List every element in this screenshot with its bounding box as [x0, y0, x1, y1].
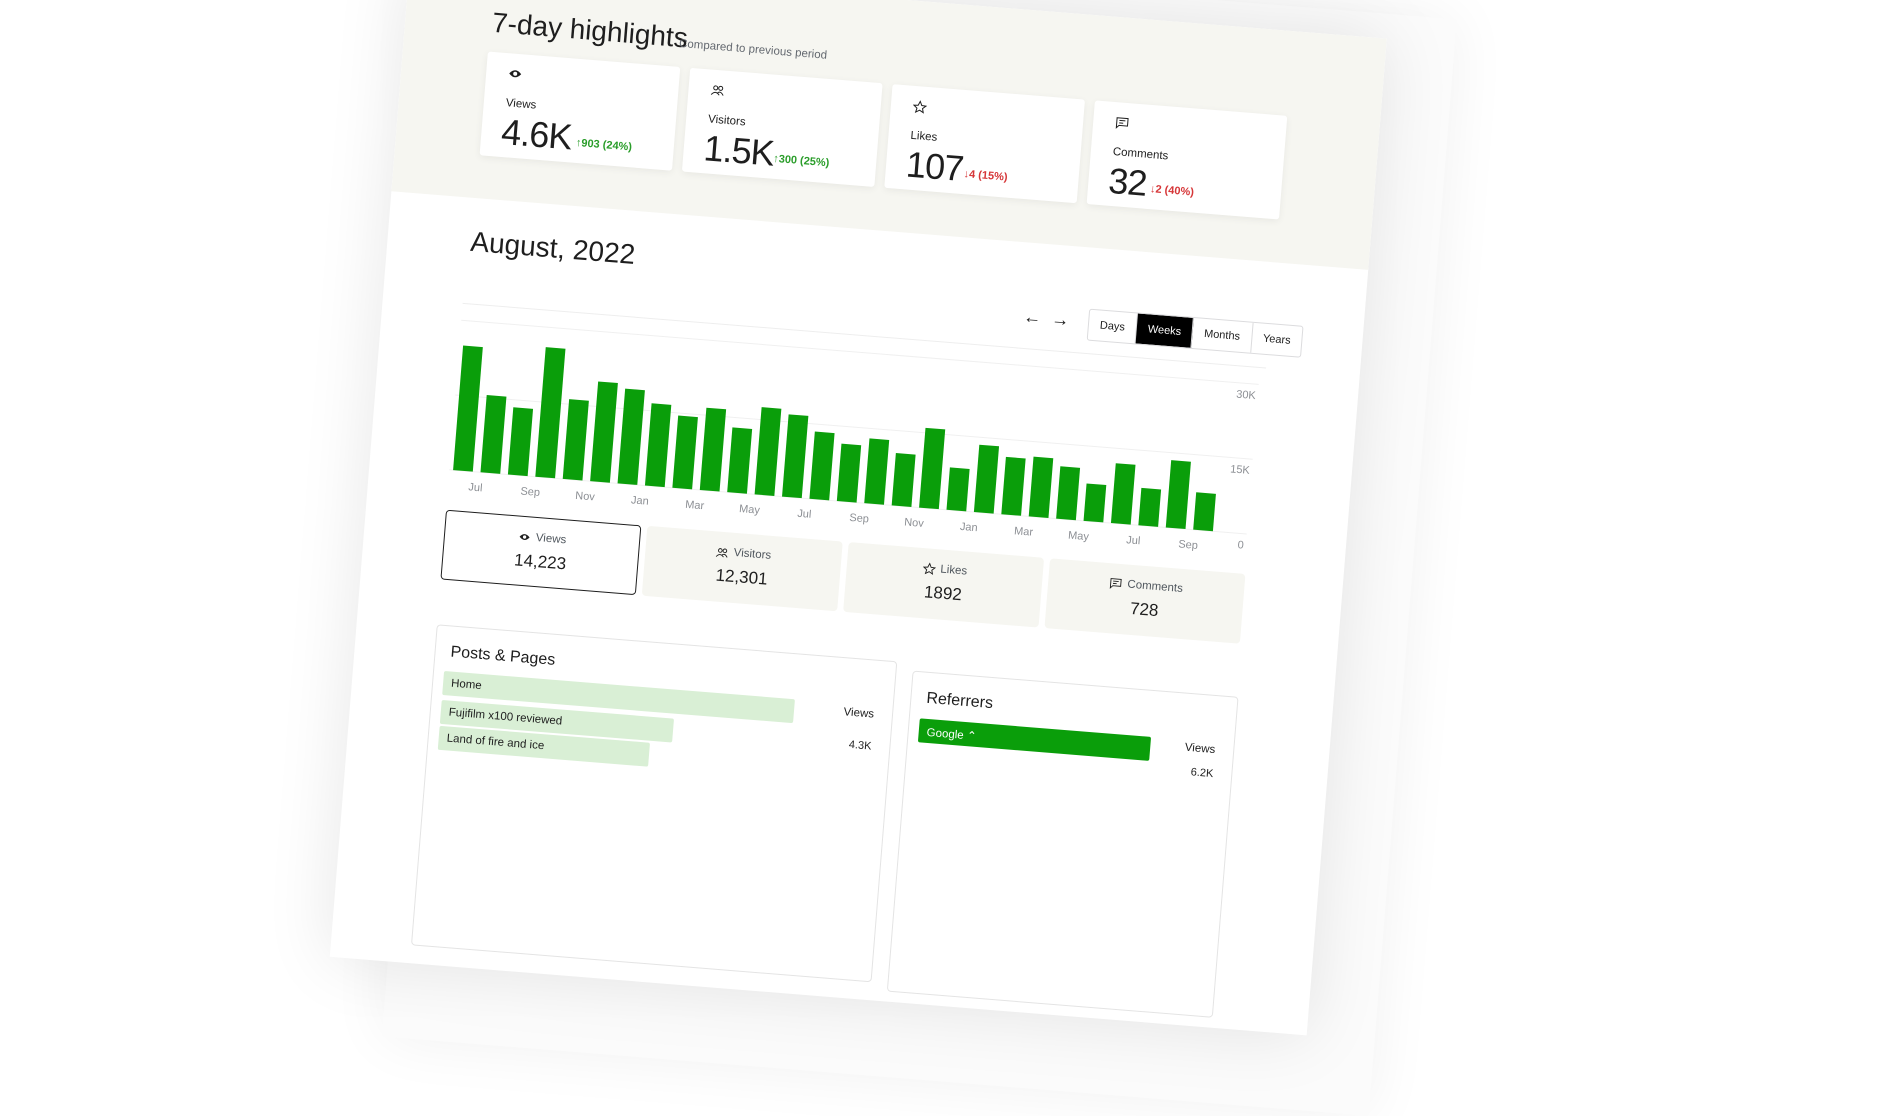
bar: [699, 407, 727, 492]
x-tick-label: May: [1068, 530, 1090, 544]
y-tick-label: 0: [1237, 539, 1244, 551]
total-tab[interactable]: Likes 1892: [843, 542, 1045, 628]
bar: [754, 407, 782, 496]
bar: [590, 381, 618, 483]
x-tick-label: Mar: [685, 499, 705, 513]
dashboard: 7-day highlights Compared to previous pe…: [329, 0, 1387, 1036]
bar: [453, 345, 483, 472]
posts-panel: Posts & Pages Views Home Fujifilm x100 r…: [410, 624, 898, 983]
people-icon: [716, 547, 728, 558]
x-tick-label: Nov: [575, 490, 596, 504]
bar: [1056, 466, 1081, 521]
eye-icon: [509, 70, 522, 78]
bar: [809, 431, 835, 501]
tab-label: Likes: [939, 563, 968, 578]
bar: [1165, 460, 1191, 530]
star-icon: [922, 562, 936, 575]
page: {"highlights": {"title": "7-day highligh…: [391, 0, 1387, 1018]
grid-line: [461, 319, 1259, 385]
x-tick-label: Jul: [1126, 534, 1141, 547]
x-tick-label: Jul: [468, 481, 483, 494]
people-icon: [710, 85, 724, 96]
total-tab[interactable]: Views 14,223: [440, 509, 642, 596]
posts-title: Posts & Pages: [449, 643, 556, 669]
tab-value: 14,223: [513, 550, 567, 574]
tab-label: Views: [535, 531, 567, 547]
bar: [919, 427, 946, 510]
y-tick-label: 30K: [1236, 389, 1257, 403]
total-tab[interactable]: Visitors 12,301: [641, 525, 843, 612]
bar: [1138, 487, 1162, 527]
post-views: 4.3K: [848, 738, 872, 753]
bar: [507, 407, 534, 477]
star-icon: [912, 100, 928, 114]
bar: [1028, 456, 1054, 519]
highlight-card[interactable]: Visitors 1.5K ↑300 (25%): [681, 67, 883, 187]
x-tick-label: Sep: [849, 512, 869, 526]
bar: [864, 438, 890, 505]
bar: [535, 347, 566, 479]
bar: [1083, 483, 1107, 523]
bar-chart: 0 15K 30K Jul Sep Nov Jan Mar May Jul Sep Nov Jan Mar…: [449, 302, 1267, 552]
bar: [1001, 456, 1026, 516]
post-title: Home: [450, 677, 483, 693]
tab-label: Visitors: [733, 546, 772, 562]
total-tab[interactable]: Comments 728: [1044, 558, 1246, 644]
referrer-row[interactable]: Google ⌃ 6.2K: [917, 718, 1224, 780]
divider: [462, 302, 1267, 369]
x-tick-label: Jul: [797, 508, 812, 521]
referrers-title: Referrers: [925, 689, 994, 713]
highlight-card[interactable]: Comments 32 ↓2 (40%): [1086, 100, 1288, 220]
x-tick-label: Sep: [520, 485, 540, 499]
eye-icon: [519, 534, 530, 540]
comment-icon: [1109, 578, 1122, 589]
bar: [617, 388, 645, 485]
bar: [782, 414, 809, 499]
tab-label: Comments: [1126, 578, 1184, 595]
x-tick-label: Mar: [1014, 525, 1034, 539]
bar: [562, 399, 589, 481]
highlight-card[interactable]: Likes 107 ↓4 (15%): [884, 84, 1085, 204]
highlights-section: 7-day highlights Compared to previous pe…: [391, 0, 1387, 270]
referrer-views: 6.2K: [1190, 766, 1214, 781]
bar: [480, 395, 507, 474]
comment-icon: [1115, 117, 1129, 129]
bar: [727, 427, 753, 494]
bar: [644, 403, 672, 488]
highlight-card[interactable]: Views 4.6K ↑903 (24%): [479, 51, 681, 171]
bar: [946, 467, 970, 512]
referrers-panel: Referrers Views Google ⌃ 6.2K: [886, 670, 1239, 1018]
x-tick-label: Nov: [904, 516, 925, 530]
x-tick-label: Jan: [631, 494, 650, 507]
bar: [836, 443, 862, 503]
bar: [672, 415, 698, 490]
y-tick-label: 15K: [1230, 463, 1251, 477]
bar: [1110, 463, 1136, 525]
bar: [1193, 492, 1216, 532]
x-tick-label: May: [739, 503, 761, 517]
x-tick-label: Sep: [1178, 538, 1198, 552]
x-tick-label: Jan: [959, 521, 978, 534]
bar: [891, 453, 916, 507]
bar: [973, 444, 1000, 514]
